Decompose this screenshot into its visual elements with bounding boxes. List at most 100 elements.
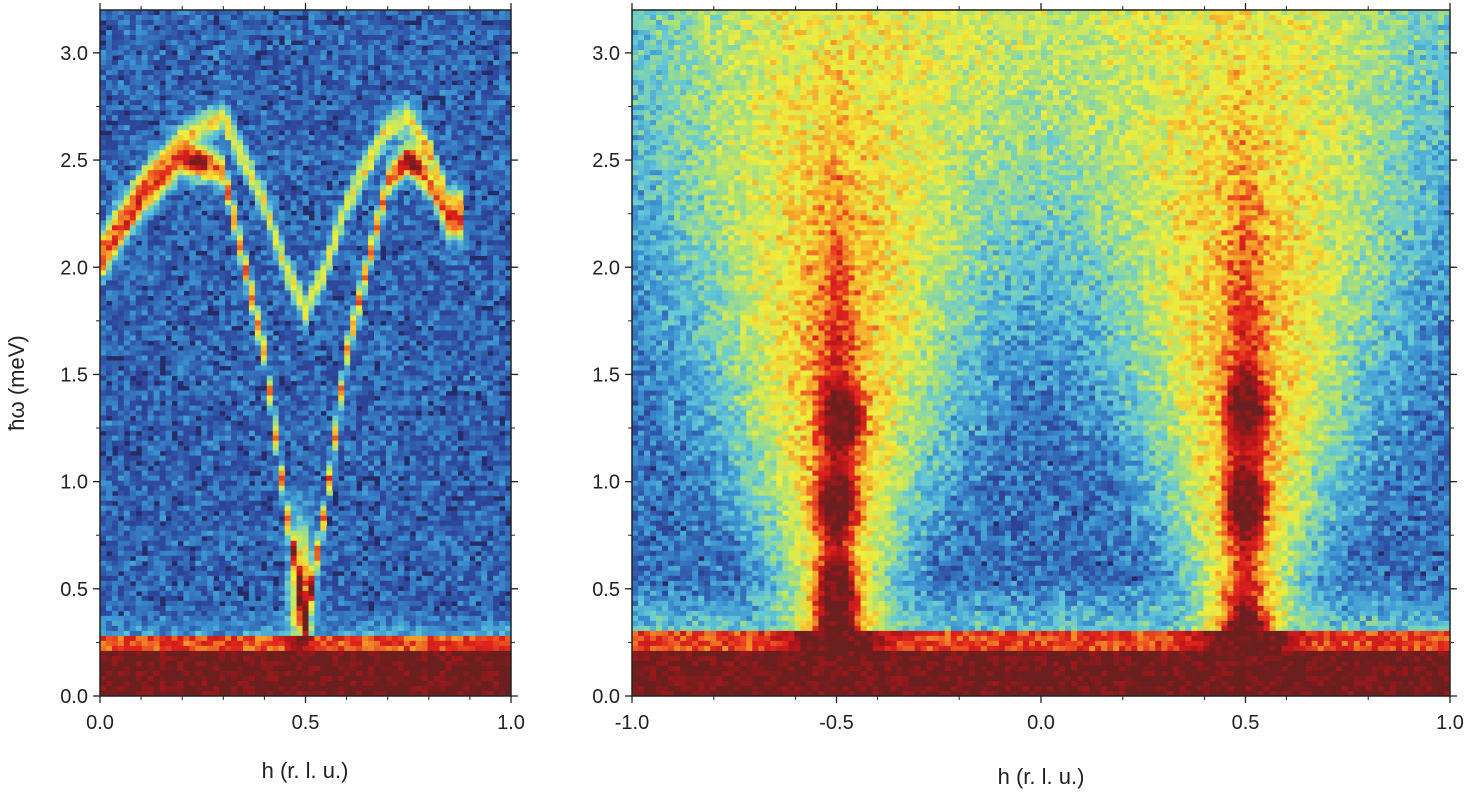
heat-cell xyxy=(451,340,458,347)
heat-cell xyxy=(427,370,435,377)
heat-cell xyxy=(123,195,131,201)
heat-cell xyxy=(141,265,149,271)
heat-cell xyxy=(272,190,280,196)
heat-cell xyxy=(213,275,220,281)
heat-cell xyxy=(105,395,113,402)
heat-cell xyxy=(445,55,453,61)
heat-cell xyxy=(362,255,369,261)
heat-cell xyxy=(100,150,107,156)
heat-cell xyxy=(213,305,220,312)
heat-cell xyxy=(213,235,220,241)
heat-cell xyxy=(165,325,173,332)
heat-cell xyxy=(493,220,500,226)
heat-cell xyxy=(368,200,375,206)
heat-cell xyxy=(254,30,262,36)
heat-cell xyxy=(195,330,202,337)
heat-cell xyxy=(129,245,137,251)
heat-cell xyxy=(409,375,417,382)
heat-cell xyxy=(201,170,208,176)
heat-cell xyxy=(290,175,298,181)
heat-cell xyxy=(260,10,268,16)
heat-cell xyxy=(481,270,488,276)
heat-cell xyxy=(344,165,351,171)
heat-cell xyxy=(415,355,423,362)
heat-cell xyxy=(147,385,155,392)
heat-cell xyxy=(379,170,387,176)
heat-cell xyxy=(439,140,447,146)
heat-cell xyxy=(195,335,202,342)
heat-cell xyxy=(129,95,137,101)
heat-cell xyxy=(177,190,184,196)
heat-cell xyxy=(272,250,280,256)
heat-cell xyxy=(111,250,119,256)
heat-cell xyxy=(207,325,214,332)
heat-cell xyxy=(403,105,411,111)
heat-cell xyxy=(278,280,286,286)
heat-cell xyxy=(505,85,511,91)
heat-cell xyxy=(296,45,304,51)
heat-cell xyxy=(385,160,393,166)
heat-cell xyxy=(117,195,125,201)
heat-cell xyxy=(409,30,417,36)
heat-cell xyxy=(213,205,220,211)
heat-cell xyxy=(385,370,393,377)
heat-cell xyxy=(374,90,381,96)
heat-cell xyxy=(272,265,280,271)
heat-cell xyxy=(344,390,351,397)
heat-cell xyxy=(195,170,202,176)
heat-cell xyxy=(201,40,208,46)
heat-cell xyxy=(153,235,161,241)
heat-cell xyxy=(439,195,447,201)
heat-cell xyxy=(266,175,274,181)
heat-cell xyxy=(326,260,333,266)
heat-cell xyxy=(147,110,155,116)
heat-cell xyxy=(183,90,190,96)
heat-cell xyxy=(237,10,244,16)
heat-cell xyxy=(195,115,202,121)
heat-cell xyxy=(272,260,280,266)
heat-cell xyxy=(433,155,441,161)
heat-cell xyxy=(332,160,339,166)
heat-cell xyxy=(356,100,363,106)
heat-cell xyxy=(475,185,482,191)
heat-cell xyxy=(284,105,292,111)
heat-cell xyxy=(397,355,405,362)
heat-cell xyxy=(153,155,161,161)
heat-cell xyxy=(219,120,226,126)
heat-cell xyxy=(350,365,357,372)
heat-cell xyxy=(213,265,220,271)
heat-cell xyxy=(338,330,345,337)
heat-cell xyxy=(248,20,256,26)
heat-cell xyxy=(177,110,184,116)
heat-cell xyxy=(505,230,511,236)
heat-cell xyxy=(415,295,423,302)
heat-cell xyxy=(314,35,321,41)
heat-cell xyxy=(135,175,143,181)
heat-cell xyxy=(100,160,107,166)
heat-cell xyxy=(397,300,405,307)
heat-cell xyxy=(189,205,196,211)
heat-cell xyxy=(451,255,458,261)
heat-cell xyxy=(183,55,190,61)
heat-cell xyxy=(159,40,167,46)
heat-cell xyxy=(254,225,262,231)
heat-cell xyxy=(350,235,357,241)
heat-cell xyxy=(421,130,429,136)
heat-cell xyxy=(225,210,232,216)
heat-cell xyxy=(111,35,119,41)
heat-cell xyxy=(505,165,511,171)
heat-cell xyxy=(278,80,286,86)
heat-cell xyxy=(219,295,226,302)
heat-cell xyxy=(433,60,441,66)
heat-cell xyxy=(237,235,244,241)
heat-cell xyxy=(278,55,286,61)
heat-cell xyxy=(117,145,125,151)
heat-cell xyxy=(129,110,137,116)
heat-cell xyxy=(237,145,244,151)
heat-cell xyxy=(165,60,173,66)
heat-cell xyxy=(171,85,179,91)
heat-cell xyxy=(177,20,184,26)
heat-cell xyxy=(397,265,405,271)
heat-cell xyxy=(439,340,447,347)
